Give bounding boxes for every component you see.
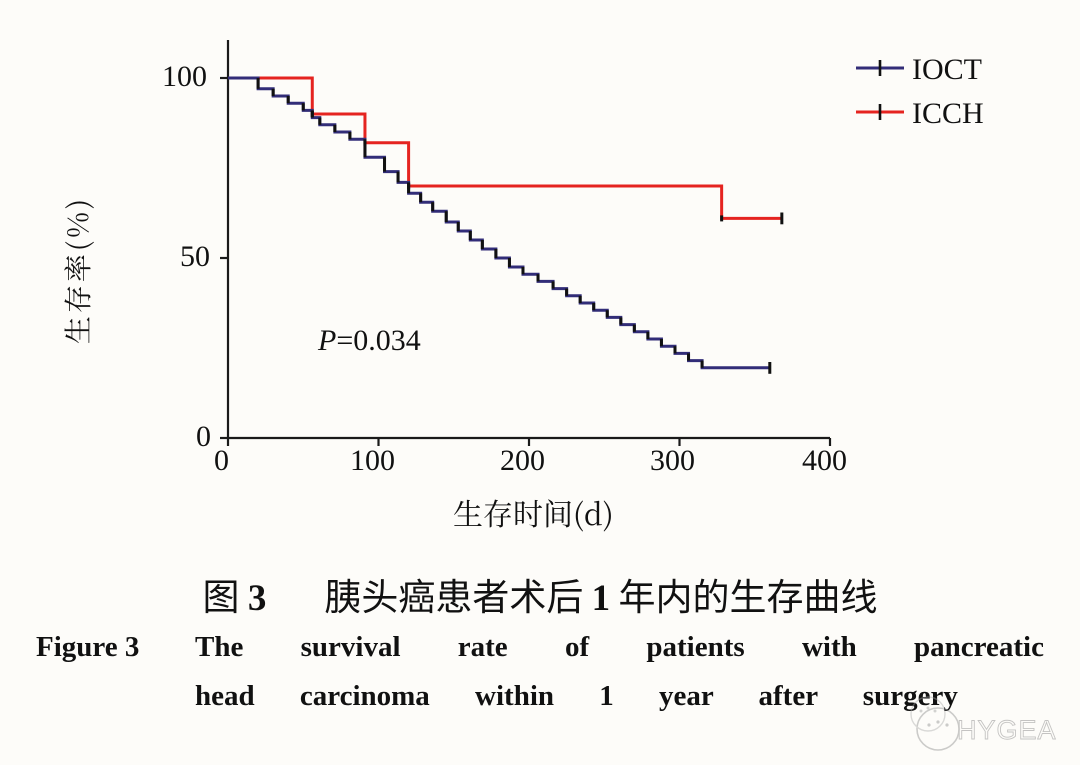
svg-text:ICCH: ICCH [912,97,984,130]
svg-text:HYGEA: HYGEA [957,715,1057,745]
svg-text:P=0.034: P=0.034 [317,324,421,357]
svg-text:IOCT: IOCT [912,53,982,86]
